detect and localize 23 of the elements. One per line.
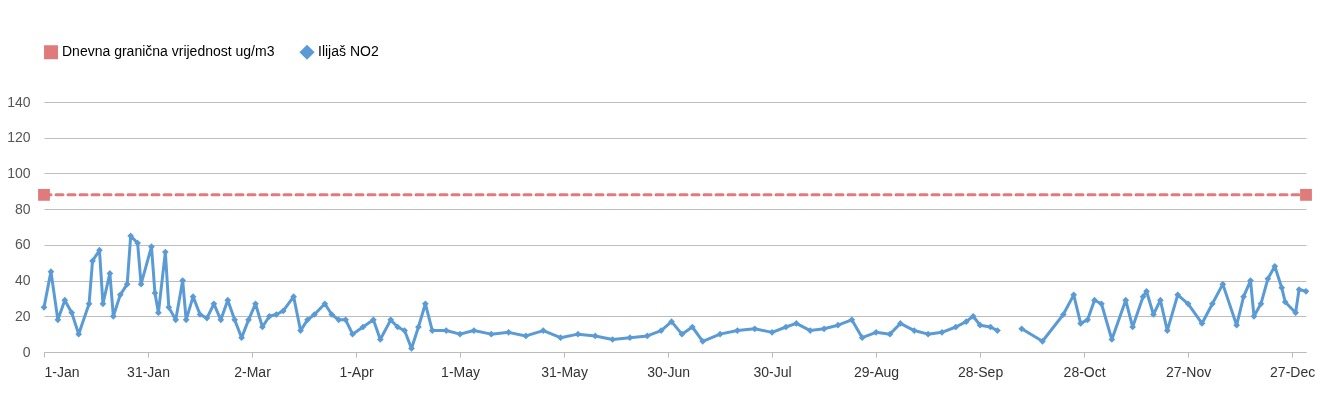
y-tick-label: 40 <box>14 272 31 289</box>
y-tick-label: 60 <box>14 236 31 253</box>
y-tick-label: 140 <box>7 93 31 110</box>
x-tick-label: 31-May <box>541 363 588 380</box>
y-tick-label: 20 <box>14 307 31 324</box>
x-tick-label: 2-Mar <box>234 363 272 380</box>
x-tick-label: 1-Jan <box>44 363 80 380</box>
x-tick-label: 28-Oct <box>1063 363 1106 380</box>
y-tick-label: 0 <box>22 343 31 360</box>
x-tick-label: 27-Nov <box>1166 363 1212 380</box>
legend-label: Dnevna granična vrijednost ug/m3 <box>62 43 275 60</box>
x-tick-label: 27-Dec <box>1270 363 1316 380</box>
x-tick-label: 31-Jan <box>127 363 170 380</box>
x-tick-label: 29-Aug <box>854 363 900 380</box>
x-tick-label: 30-Jul <box>753 363 792 380</box>
x-tick-label: 30-Jun <box>647 363 690 380</box>
y-tick-label: 80 <box>14 200 31 217</box>
x-tick-label: 28-Sep <box>958 363 1004 380</box>
x-tick-label: 1-Apr <box>339 363 374 380</box>
x-tick-label: 1-May <box>441 363 480 380</box>
legend-label: Ilijaš NO2 <box>318 43 379 60</box>
y-tick-label: 120 <box>7 129 31 146</box>
y-tick-label: 100 <box>7 164 31 181</box>
